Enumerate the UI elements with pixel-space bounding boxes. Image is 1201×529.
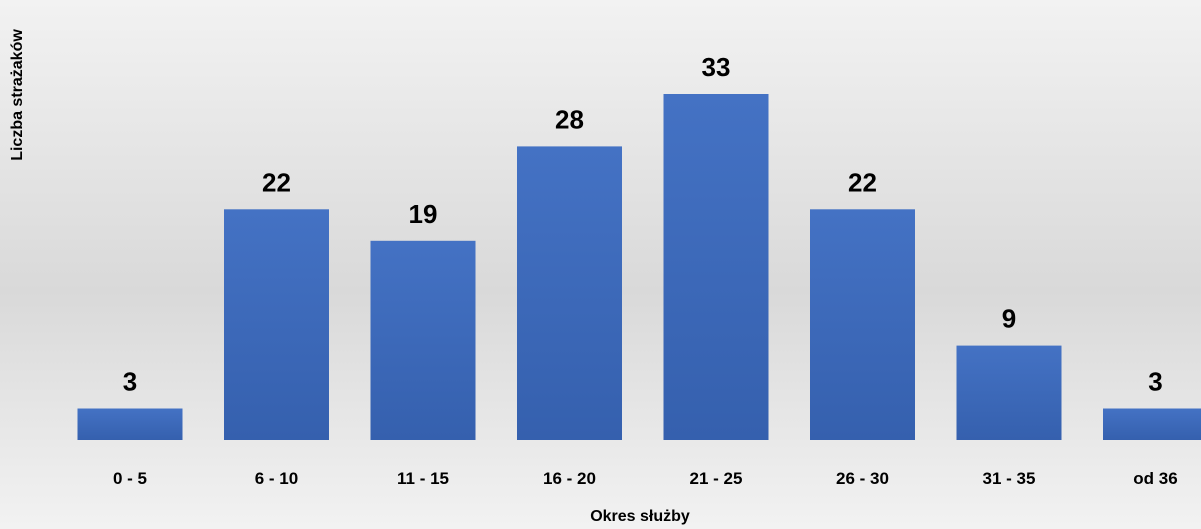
category-label-7: 31 - 35 — [983, 469, 1036, 488]
x-axis-title: Okres służby — [590, 508, 690, 525]
category-label-2: 6 - 10 — [255, 469, 298, 488]
category-labels-group: 0 - 5 6 - 10 11 - 15 16 - 20 21 - 25 26 - 30 3… — [113, 469, 1178, 488]
category-label-8: od 36 — [1133, 469, 1177, 488]
value-label-2: 22 — [262, 167, 291, 197]
bar-3 — [370, 240, 476, 440]
bar-5 — [663, 94, 769, 440]
bar-8 — [1103, 408, 1201, 440]
value-label-6: 22 — [848, 167, 877, 197]
bar-7 — [956, 345, 1062, 440]
value-label-8: 3 — [1148, 367, 1162, 397]
category-label-5: 21 - 25 — [690, 469, 743, 488]
value-label-3: 19 — [409, 199, 438, 229]
category-label-6: 26 - 30 — [836, 469, 889, 488]
bars-group — [77, 94, 1201, 440]
value-label-1: 3 — [123, 367, 137, 397]
bar-4 — [517, 146, 622, 440]
y-axis-title: Liczba strażaków — [9, 29, 26, 161]
category-label-3: 11 - 15 — [397, 469, 449, 488]
value-label-7: 9 — [1002, 304, 1016, 334]
bar-2 — [224, 209, 329, 440]
bar-6 — [810, 209, 915, 440]
category-label-1: 0 - 5 — [113, 469, 147, 488]
value-label-5: 33 — [702, 52, 731, 82]
category-label-4: 16 - 20 — [543, 469, 596, 488]
value-labels-group: 3 22 19 28 33 22 9 3 — [123, 52, 1163, 397]
bar-1 — [77, 408, 183, 440]
value-label-4: 28 — [555, 104, 584, 134]
